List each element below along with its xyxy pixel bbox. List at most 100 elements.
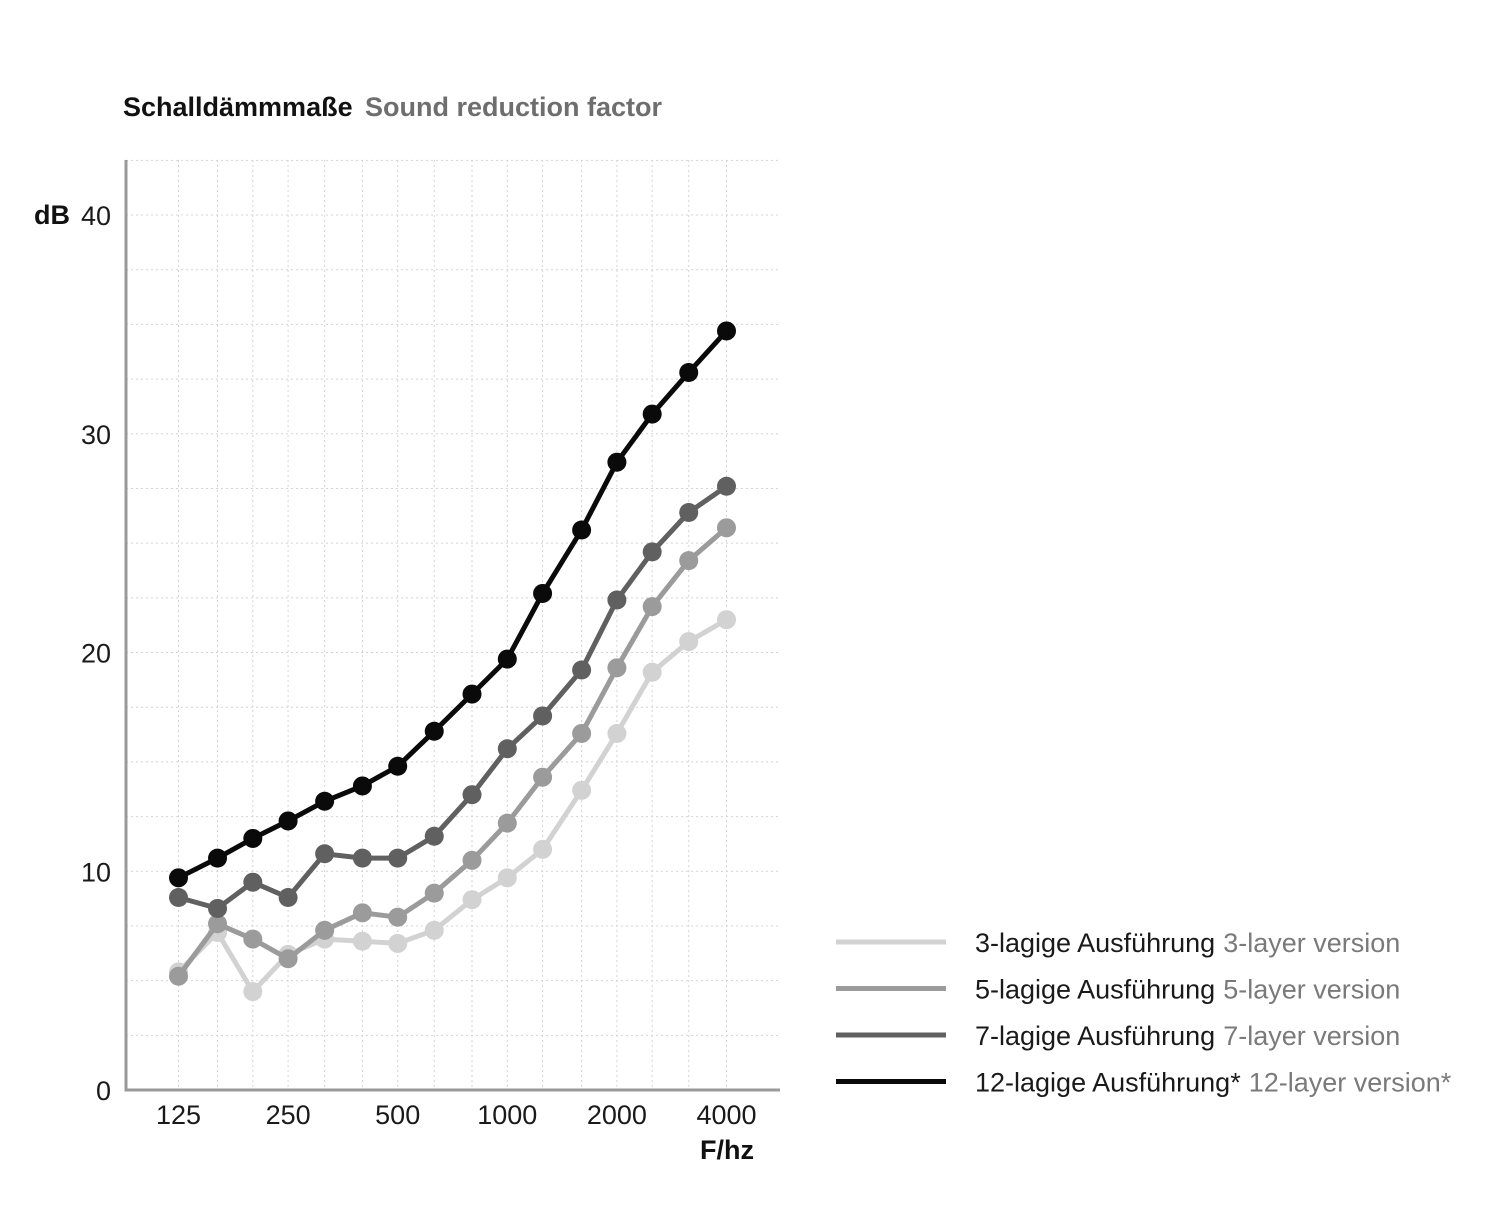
y-tick-label: 20 [81,639,111,669]
y-tick-label: 0 [96,1076,111,1106]
series-4-point [497,649,517,669]
series-3-point [315,844,335,864]
y-tick-labels: 0 10 20 30 40 [81,201,111,1106]
series-1-point [352,931,372,951]
series-3-point [388,848,408,868]
series-1-point [717,610,736,630]
series-1-point [424,920,444,940]
series-2-point [243,929,263,949]
series-1-point [243,982,263,1002]
series-3-point [208,898,228,918]
series-3-point [679,503,699,522]
series-2-point [169,966,188,986]
series-1-point [679,632,699,652]
series-3-point [424,826,444,846]
x-tick-label: 125 [156,1100,201,1130]
axis-lines [124,160,780,1092]
series-line-1 [176,617,729,995]
series-2-point [607,658,627,678]
legend-label-en: 5-layer version [1223,975,1400,1005]
chart-title: Schalldämmmaße Sound reduction factor [123,92,663,122]
series-2-point [679,551,699,571]
series-3-point [717,476,736,496]
series-4-point [642,404,662,424]
series-3 [169,476,736,918]
legend-label: 7-lagige Ausführung 7-layer version [975,1021,1400,1051]
chart-title-en: Sound reduction factor [365,92,662,122]
series-4-point [169,868,188,888]
legend: 3-lagige Ausführung 3-layer version 5-lagi… [836,928,1452,1098]
series-2-point [388,907,408,927]
series-2-point [533,767,553,787]
series-4-point [352,776,372,796]
series-2-point [315,920,335,940]
series-2-point [572,723,592,743]
legend-label-de: 12-lagige Ausführung* [975,1068,1241,1098]
series-4-point [424,721,444,741]
series-3-point [243,872,263,892]
series-4-point [278,811,298,831]
legend-item-1: 3-lagige Ausführung 3-layer version [836,928,1400,958]
series-2-point [642,597,662,617]
x-tick-labels: 125 250 500 1000 2000 4000 [156,1100,757,1130]
axes [124,160,780,1092]
x-tick-label: 500 [375,1100,420,1130]
series-3-point [352,848,372,868]
grid-lines [126,159,780,1090]
legend-label-en: 12-layer version* [1249,1068,1452,1098]
series-1-point [642,662,662,682]
series-4-point [315,791,335,811]
series-2-point [424,883,444,903]
series-4 [169,321,736,888]
series-2-point [497,813,517,833]
legend-label: 3-lagige Ausführung 3-layer version [975,928,1400,958]
series-2-point [352,903,372,923]
series-1-point [388,933,408,953]
series-1-point [497,868,517,888]
series-3-point [607,590,627,610]
series-3-point [572,660,592,680]
series-3-point [462,785,482,805]
series-4-point [679,363,699,382]
series-3-point [169,888,188,907]
y-tick-label: 40 [81,201,111,231]
series-3-point [642,542,662,562]
series-4-point [717,321,736,341]
y-tick-label: 10 [81,857,111,887]
series-1-point [572,780,592,800]
x-tick-label: 1000 [477,1100,537,1130]
legend-item-3: 7-lagige Ausführung 7-layer version [836,1021,1400,1051]
y-axis-label: dB [34,200,70,230]
legend-label-en: 3-layer version [1223,928,1400,958]
y-tick-label: 30 [81,420,111,450]
legend-label: 5-lagige Ausführung 5-layer version [975,975,1400,1005]
series-4-point [462,684,482,704]
series-line-4 [176,328,729,881]
series-2-point [278,949,298,969]
series-1-point [607,723,627,743]
series-line-2 [176,525,729,979]
legend-label-en: 7-layer version [1223,1021,1400,1051]
series-4-point [243,828,263,848]
series-2 [169,518,736,986]
legend-item-4: 12-lagige Ausführung* 12-layer version* [836,1068,1452,1098]
chart-title-de: Schalldämmmaße [123,92,353,122]
series-line-3 [176,483,729,911]
series-4-point [388,756,408,776]
series-2-point [208,914,228,934]
series-4-point [208,848,228,868]
series-4-point [607,452,627,472]
series-2-point [462,850,482,870]
series-1-point [533,839,553,859]
series-4-point [572,520,592,540]
x-tick-label: 2000 [587,1100,647,1130]
legend-label-de: 7-lagige Ausführung [975,1021,1215,1051]
x-axis-label: F/hz [700,1135,754,1165]
series-2-point [717,518,736,538]
series-4-point [533,583,553,603]
legend-label: 12-lagige Ausführung* 12-layer version* [975,1068,1452,1098]
legend-item-2: 5-lagige Ausführung 5-layer version [836,975,1400,1005]
legend-label-de: 5-lagige Ausführung [975,975,1215,1005]
series-1-point [462,890,482,910]
